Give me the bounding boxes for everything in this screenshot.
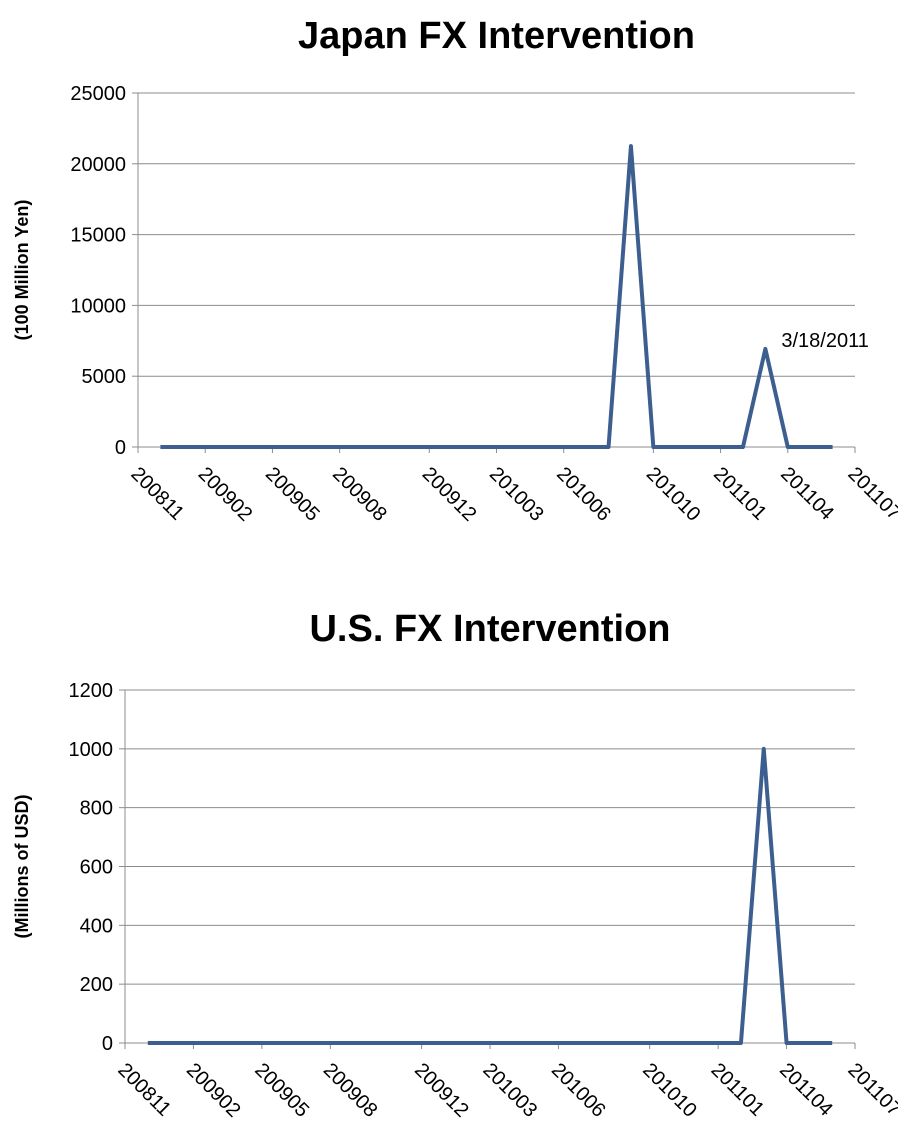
x-tick-label: 201107 xyxy=(843,1059,898,1121)
x-tick-label: 200905 xyxy=(261,463,324,526)
x-tick-label: 200908 xyxy=(328,463,391,526)
y-tick-label: 25000 xyxy=(70,83,126,105)
x-tick-label: 201107 xyxy=(843,463,898,525)
annotation: 3/18/2011 xyxy=(781,330,869,352)
x-tick-label: 201101 xyxy=(707,1059,769,1121)
x-tick-label: 201101 xyxy=(709,463,771,525)
x-tick-label: 201006 xyxy=(552,463,615,526)
y-tick-label: 10000 xyxy=(70,295,126,317)
y-tick-label: 800 xyxy=(80,798,113,820)
y-tick-label: 1200 xyxy=(69,680,114,702)
y-tick-label: 0 xyxy=(115,437,126,459)
x-tick-label: 201010 xyxy=(638,1059,701,1122)
series-line xyxy=(147,746,833,1045)
chart-title: Japan FX Intervention xyxy=(298,15,695,57)
x-tick-label: 200811 xyxy=(126,463,188,525)
x-tick-label: 201010 xyxy=(642,463,705,526)
x-tick-label: 200902 xyxy=(182,1059,245,1122)
y-tick-label: 400 xyxy=(80,915,113,937)
y-tick-label: 20000 xyxy=(70,154,126,176)
x-tick-label: 200912 xyxy=(410,1059,473,1122)
y-tick-label: 15000 xyxy=(70,225,126,247)
x-tick-label: 201003 xyxy=(478,1059,541,1122)
x-tick-label: 200902 xyxy=(194,463,257,526)
x-tick-label: 201104 xyxy=(775,1059,837,1121)
y-axis-label: (100 Million Yen) xyxy=(12,200,32,341)
y-tick-label: 0 xyxy=(102,1033,113,1055)
x-tick-label: 201104 xyxy=(776,463,838,525)
x-tick-label: 200908 xyxy=(319,1059,382,1122)
y-tick-label: 600 xyxy=(80,857,113,879)
x-tick-label: 201003 xyxy=(485,463,548,526)
x-tick-label: 200905 xyxy=(250,1059,313,1122)
y-tick-label: 200 xyxy=(80,974,113,996)
chart-title: U.S. FX Intervention xyxy=(309,608,670,650)
x-tick-label: 200912 xyxy=(418,463,481,526)
x-tick-label: 201006 xyxy=(547,1059,610,1122)
x-tick-label: 200811 xyxy=(113,1059,175,1121)
y-tick-label: 5000 xyxy=(82,366,127,388)
series-line xyxy=(160,144,833,449)
y-axis-label: (Millions of USD) xyxy=(12,795,32,939)
y-tick-label: 1000 xyxy=(69,739,114,761)
